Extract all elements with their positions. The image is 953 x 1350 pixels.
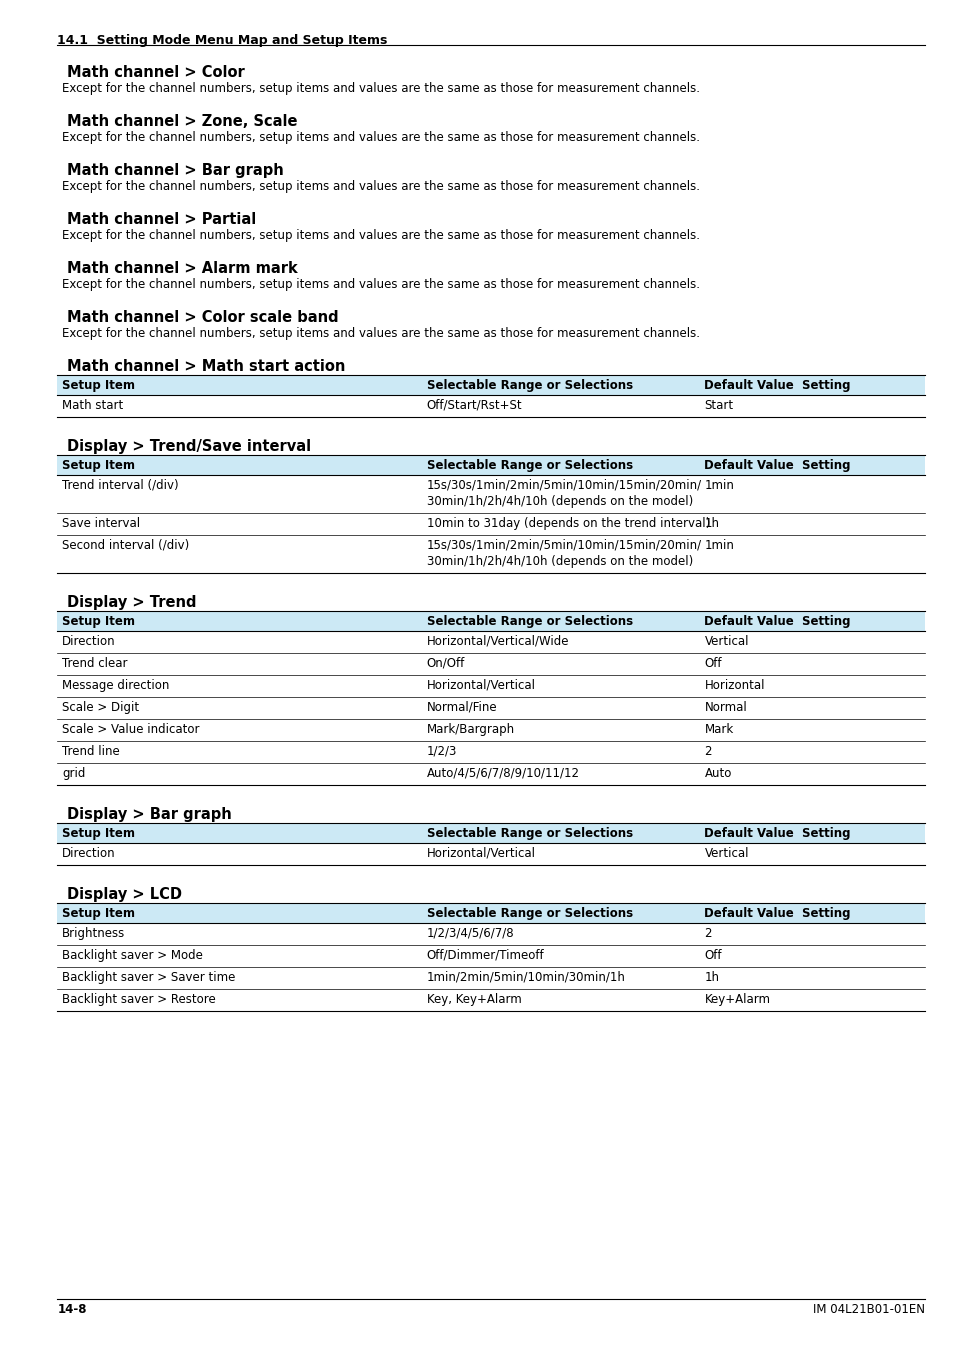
Text: 1min/2min/5min/10min/30min/1h: 1min/2min/5min/10min/30min/1h	[426, 971, 625, 984]
Text: Except for the channel numbers, setup items and values are the same as those for: Except for the channel numbers, setup it…	[62, 82, 700, 94]
Bar	[57, 375, 924, 394]
Text: 14-8: 14-8	[57, 1303, 87, 1316]
Text: 10min to 31day (depends on the trend interval): 10min to 31day (depends on the trend int…	[426, 517, 709, 529]
Text: grid: grid	[62, 767, 86, 780]
Text: Direction: Direction	[62, 846, 115, 860]
Text: Start: Start	[703, 398, 733, 412]
Text: Math channel > Color scale band: Math channel > Color scale band	[67, 309, 338, 325]
Text: Auto: Auto	[703, 767, 731, 780]
Bar	[57, 822, 924, 842]
Text: Off/Dimmer/Timeoff: Off/Dimmer/Timeoff	[426, 949, 543, 961]
Text: 1/2/3/4/5/6/7/8: 1/2/3/4/5/6/7/8	[426, 926, 514, 940]
Text: Setup Item: Setup Item	[62, 907, 135, 919]
Text: Math start: Math start	[62, 398, 123, 412]
Text: Horizontal: Horizontal	[703, 679, 764, 691]
Text: Default Value  Setting: Default Value Setting	[703, 459, 850, 471]
Bar	[57, 610, 924, 630]
Text: Auto/4/5/6/7/8/9/10/11/12: Auto/4/5/6/7/8/9/10/11/12	[426, 767, 579, 780]
Text: Mark/Bargraph: Mark/Bargraph	[426, 722, 515, 736]
Text: 1h: 1h	[703, 517, 719, 529]
Text: Except for the channel numbers, setup items and values are the same as those for: Except for the channel numbers, setup it…	[62, 131, 700, 143]
Text: Off: Off	[703, 949, 721, 961]
Text: 14.1  Setting Mode Menu Map and Setup Items: 14.1 Setting Mode Menu Map and Setup Ite…	[57, 34, 387, 47]
Text: Default Value  Setting: Default Value Setting	[703, 907, 850, 919]
Text: Math channel > Math start action: Math channel > Math start action	[67, 359, 345, 374]
Text: 2: 2	[703, 745, 711, 757]
Text: 15s/30s/1min/2min/5min/10min/15min/20min/
30min/1h/2h/4h/10h (depends on the mod: 15s/30s/1min/2min/5min/10min/15min/20min…	[426, 539, 701, 568]
Text: Setup Item: Setup Item	[62, 614, 135, 628]
Text: Except for the channel numbers, setup items and values are the same as those for: Except for the channel numbers, setup it…	[62, 327, 700, 340]
Text: Setup Item: Setup Item	[62, 459, 135, 471]
Text: 2: 2	[703, 926, 711, 940]
Text: Display > Trend/Save interval: Display > Trend/Save interval	[67, 439, 311, 454]
Text: Brightness: Brightness	[62, 926, 125, 940]
Text: Setup Item: Setup Item	[62, 379, 135, 391]
Text: Trend interval (/div): Trend interval (/div)	[62, 479, 178, 491]
Text: Selectable Range or Selections: Selectable Range or Selections	[426, 459, 632, 471]
Text: Direction: Direction	[62, 634, 115, 648]
Text: Vertical: Vertical	[703, 846, 748, 860]
Text: Selectable Range or Selections: Selectable Range or Selections	[426, 907, 632, 919]
Text: Horizontal/Vertical: Horizontal/Vertical	[426, 846, 535, 860]
Text: Math channel > Zone, Scale: Math channel > Zone, Scale	[67, 113, 297, 128]
Text: Horizontal/Vertical/Wide: Horizontal/Vertical/Wide	[426, 634, 569, 648]
Text: Math channel > Color: Math channel > Color	[67, 65, 244, 80]
Text: Off/Start/Rst+St: Off/Start/Rst+St	[426, 398, 521, 412]
Bar	[57, 455, 924, 475]
Text: Scale > Value indicator: Scale > Value indicator	[62, 722, 199, 736]
Text: 1h: 1h	[703, 971, 719, 984]
Text: Selectable Range or Selections: Selectable Range or Selections	[426, 826, 632, 840]
Text: 1min: 1min	[703, 479, 734, 491]
Text: 1/2/3: 1/2/3	[426, 745, 456, 757]
Text: Except for the channel numbers, setup items and values are the same as those for: Except for the channel numbers, setup it…	[62, 180, 700, 193]
Text: Backlight saver > Mode: Backlight saver > Mode	[62, 949, 203, 961]
Text: Except for the channel numbers, setup items and values are the same as those for: Except for the channel numbers, setup it…	[62, 228, 700, 242]
Text: Second interval (/div): Second interval (/div)	[62, 539, 189, 552]
Text: Normal: Normal	[703, 701, 746, 714]
Text: Display > LCD: Display > LCD	[67, 887, 182, 902]
Text: Math channel > Partial: Math channel > Partial	[67, 212, 255, 227]
Text: Scale > Digit: Scale > Digit	[62, 701, 139, 714]
Text: Trend clear: Trend clear	[62, 656, 128, 670]
Text: Default Value  Setting: Default Value Setting	[703, 614, 850, 628]
Text: On/Off: On/Off	[426, 656, 464, 670]
Text: Mark: Mark	[703, 722, 733, 736]
Text: Display > Bar graph: Display > Bar graph	[67, 807, 232, 822]
Text: Off: Off	[703, 656, 721, 670]
Text: Save interval: Save interval	[62, 517, 140, 529]
Text: Key, Key+Alarm: Key, Key+Alarm	[426, 992, 521, 1006]
Text: Display > Trend: Display > Trend	[67, 595, 196, 610]
Text: Message direction: Message direction	[62, 679, 170, 691]
Text: Setup Item: Setup Item	[62, 826, 135, 840]
Text: Except for the channel numbers, setup items and values are the same as those for: Except for the channel numbers, setup it…	[62, 278, 700, 290]
Text: Selectable Range or Selections: Selectable Range or Selections	[426, 379, 632, 391]
Text: IM 04L21B01-01EN: IM 04L21B01-01EN	[813, 1303, 924, 1316]
Text: Key+Alarm: Key+Alarm	[703, 992, 770, 1006]
Text: Default Value  Setting: Default Value Setting	[703, 379, 850, 391]
Text: Vertical: Vertical	[703, 634, 748, 648]
Text: Math channel > Alarm mark: Math channel > Alarm mark	[67, 261, 297, 275]
Text: Normal/Fine: Normal/Fine	[426, 701, 497, 714]
Text: Backlight saver > Saver time: Backlight saver > Saver time	[62, 971, 235, 984]
Text: 15s/30s/1min/2min/5min/10min/15min/20min/
30min/1h/2h/4h/10h (depends on the mod: 15s/30s/1min/2min/5min/10min/15min/20min…	[426, 479, 701, 508]
Text: Math channel > Bar graph: Math channel > Bar graph	[67, 163, 283, 178]
Text: Default Value  Setting: Default Value Setting	[703, 826, 850, 840]
Text: Horizontal/Vertical: Horizontal/Vertical	[426, 679, 535, 691]
Text: Backlight saver > Restore: Backlight saver > Restore	[62, 992, 215, 1006]
Text: Trend line: Trend line	[62, 745, 120, 757]
Text: 1min: 1min	[703, 539, 734, 552]
Text: Selectable Range or Selections: Selectable Range or Selections	[426, 614, 632, 628]
Bar	[57, 903, 924, 923]
